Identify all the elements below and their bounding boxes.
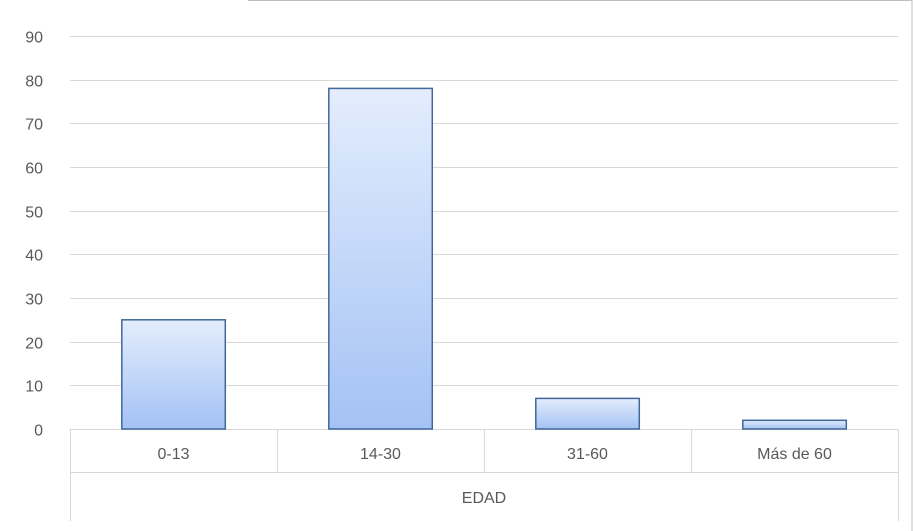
y-tick-label: 90 (25, 30, 43, 47)
y-tick-label: 0 (34, 423, 43, 440)
y-tick-label: 40 (25, 248, 43, 265)
y-tick-label: 80 (25, 74, 43, 91)
bar-0-13 (121, 319, 227, 430)
y-tick-label: 50 (25, 205, 43, 222)
y-tick-label: 30 (25, 292, 43, 309)
x-tick-label: 14-30 (360, 446, 401, 463)
y-tick-label: 20 (25, 336, 43, 353)
y-tick-label: 60 (25, 161, 43, 178)
bar-31-60 (535, 397, 641, 430)
x-tick-label: 31-60 (567, 446, 608, 463)
x-axis-tick-labels: 0-13 14-30 31-60 Más de 60 (157, 446, 831, 463)
bar-14-30 (328, 87, 434, 430)
y-axis-tick-labels: 0 10 20 30 40 50 60 70 80 90 (25, 30, 43, 440)
x-axis-title: EDAD (462, 490, 506, 507)
bar-m-s-de-60 (742, 419, 848, 430)
bars (121, 87, 848, 430)
y-tick-label: 10 (25, 379, 43, 396)
y-tick-label: 70 (25, 117, 43, 134)
x-tick-label: Más de 60 (757, 446, 832, 463)
category-axis-frame (70, 429, 899, 521)
x-tick-label: 0-13 (157, 446, 189, 463)
